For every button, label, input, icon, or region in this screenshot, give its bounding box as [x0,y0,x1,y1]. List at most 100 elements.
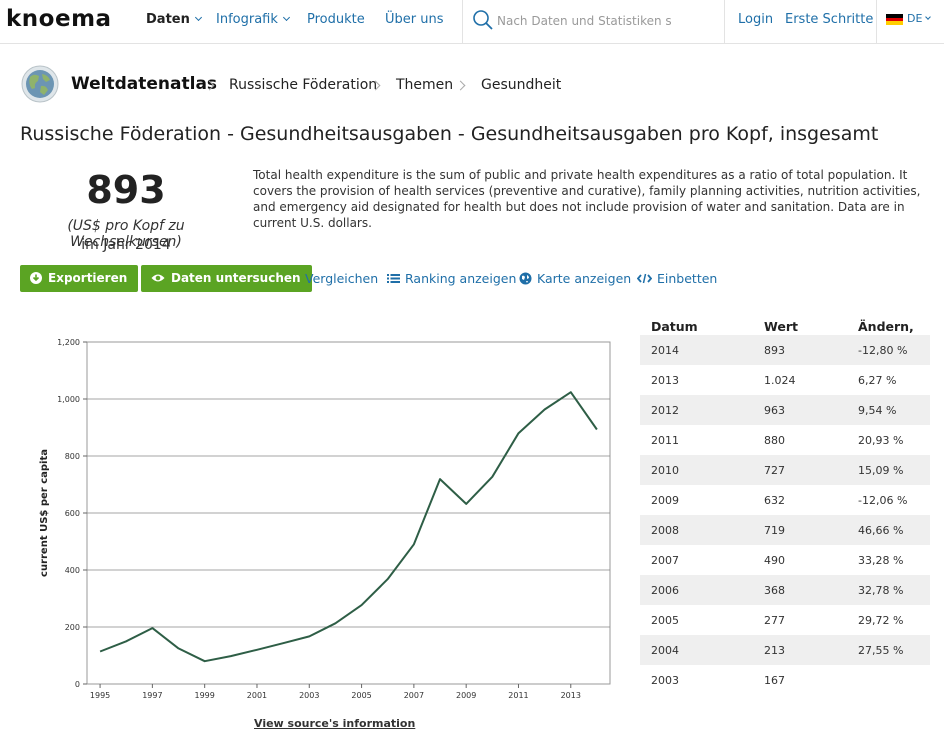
globe-icon[interactable] [21,65,59,103]
chevron-down-icon [194,13,202,22]
y-tick-label: 200 [65,623,80,632]
table-row: 2011 880 20,93 % [640,425,930,455]
x-tick-label: 1995 [90,691,110,700]
nav-item-produkte[interactable]: Produkte [307,12,365,27]
eye-icon [151,274,165,282]
ranking-link[interactable]: Ranking anzeigen [387,271,516,286]
table-cell-date: 2004 [651,644,679,657]
y-tick-label: 800 [65,452,80,461]
table-cell-value: 880 [764,434,785,447]
table-cell-date: 2003 [651,674,679,687]
x-tick-label: 1997 [142,691,162,700]
table-row: 2013 1.024 6,27 % [640,365,930,395]
y-tick-label: 0 [75,680,80,689]
table-row: 2005 277 29,72 % [640,605,930,635]
login-link[interactable]: Login [738,12,774,27]
table-cell-date: 2011 [651,434,679,447]
search-icon[interactable] [472,9,494,31]
breadcrumb-themen[interactable]: Themen [396,77,454,93]
table-cell-value: 277 [764,614,785,627]
headline-value: 893 [86,168,166,212]
table-row: 2007 490 33,28 % [640,545,930,575]
x-tick-label: 2007 [404,691,424,700]
table-row: 2008 719 46,66 % [640,515,930,545]
table-cell-date: 2012 [651,404,679,417]
globe-icon [519,272,532,285]
breadcrumb-country[interactable]: Russische Föderation [229,77,378,93]
nav-item-daten[interactable]: Daten [146,12,202,27]
table-cell-change: 15,09 % [858,464,904,477]
explore-label: Daten untersuchen [171,271,301,285]
table-row: 2010 727 15,09 % [640,455,930,485]
table-cell-value: 1.024 [764,374,796,387]
table-cell-value: 719 [764,524,785,537]
table-cell-date: 2006 [651,584,679,597]
table-row: 2014 893 -12,80 % [640,335,930,365]
table-cell-value: 167 [764,674,785,687]
table-cell-change: 27,55 % [858,644,904,657]
table-cell-value: 368 [764,584,785,597]
table-cell-date: 2007 [651,554,679,567]
nav-item-ueber-uns[interactable]: Über uns [385,12,444,27]
view-source-link[interactable]: View source's information [254,717,416,730]
table-cell-date: 2013 [651,374,679,387]
x-tick-label: 2013 [561,691,581,700]
page-title: Russische Föderation - Gesundheitsausgab… [20,123,879,145]
table-cell-date: 2009 [651,494,679,507]
compare-link[interactable]: Vergleichen [305,271,379,286]
table-cell-value: 963 [764,404,785,417]
chevron-right-icon [455,80,466,91]
headline-year: im Jahr 2014 [81,237,171,253]
x-tick-label: 2003 [299,691,319,700]
nav-label: Infografik [216,12,278,27]
knoema-logo[interactable]: knoema [6,6,112,32]
chevron-down-icon [925,14,932,20]
x-tick-label: 2011 [508,691,528,700]
export-button[interactable]: Exportieren [20,265,139,292]
map-link[interactable]: Karte anzeigen [519,271,631,286]
embed-link[interactable]: Einbetten [637,271,717,286]
table-cell-change: 46,66 % [858,524,904,537]
health-expenditure-line-chart: 0 200 400 600 800 1,000 1,200 1995 1997 1999 2001 2… [39,338,611,700]
export-label: Exportieren [48,271,128,285]
table-cell-change: 29,72 % [858,614,904,627]
table-cell-date: 2005 [651,614,679,627]
breadcrumb-gesundheit[interactable]: Gesundheit [481,77,562,93]
list-icon [387,274,400,283]
explore-data-button[interactable]: Daten untersuchen [141,265,312,292]
table-cell-value: 213 [764,644,785,657]
table-cell-value: 490 [764,554,785,567]
table-cell-change: -12,06 % [858,494,908,507]
table-cell-change: 6,27 % [858,374,897,387]
y-tick-label: 1,000 [57,395,80,404]
nav-item-infografik[interactable]: Infografik [216,12,290,27]
nav-label: Über uns [385,12,444,27]
series-line [99,391,598,663]
table-cell-change: -12,80 % [858,344,908,357]
x-tick-label: 2005 [351,691,371,700]
table-cell-change: 32,78 % [858,584,904,597]
ranking-label: Ranking anzeigen [405,271,517,286]
download-icon [30,272,42,284]
german-flag-icon[interactable] [886,14,903,25]
y-tick-label: 400 [65,566,80,575]
table-cell-date: 2010 [651,464,679,477]
brand-title[interactable]: Weltdatenatlas [71,74,218,94]
headline-unit: (US$ pro Kopf zu Wechselkursen) [67,218,185,250]
table-row: 2003 167 [640,665,930,695]
x-tick-label: 2009 [456,691,476,700]
table-cell-date: 2008 [651,524,679,537]
language-selector[interactable]: DE [907,12,932,25]
map-label: Karte anzeigen [537,271,632,286]
table-header-wert: Wert [764,319,798,334]
indicator-description: Total health expenditure is the sum of p… [253,168,921,230]
nav-divider [462,0,463,44]
search-input[interactable] [497,11,671,31]
first-steps-link[interactable]: Erste Schritte [785,12,874,27]
embed-label: Einbetten [657,271,718,286]
language-label: DE [907,12,923,25]
table-cell-change: 9,54 % [858,404,897,417]
y-axis-label: current US$ per capita [39,449,50,577]
table-row: 2009 632 -12,06 % [640,485,930,515]
nav-label: Daten [146,12,190,27]
